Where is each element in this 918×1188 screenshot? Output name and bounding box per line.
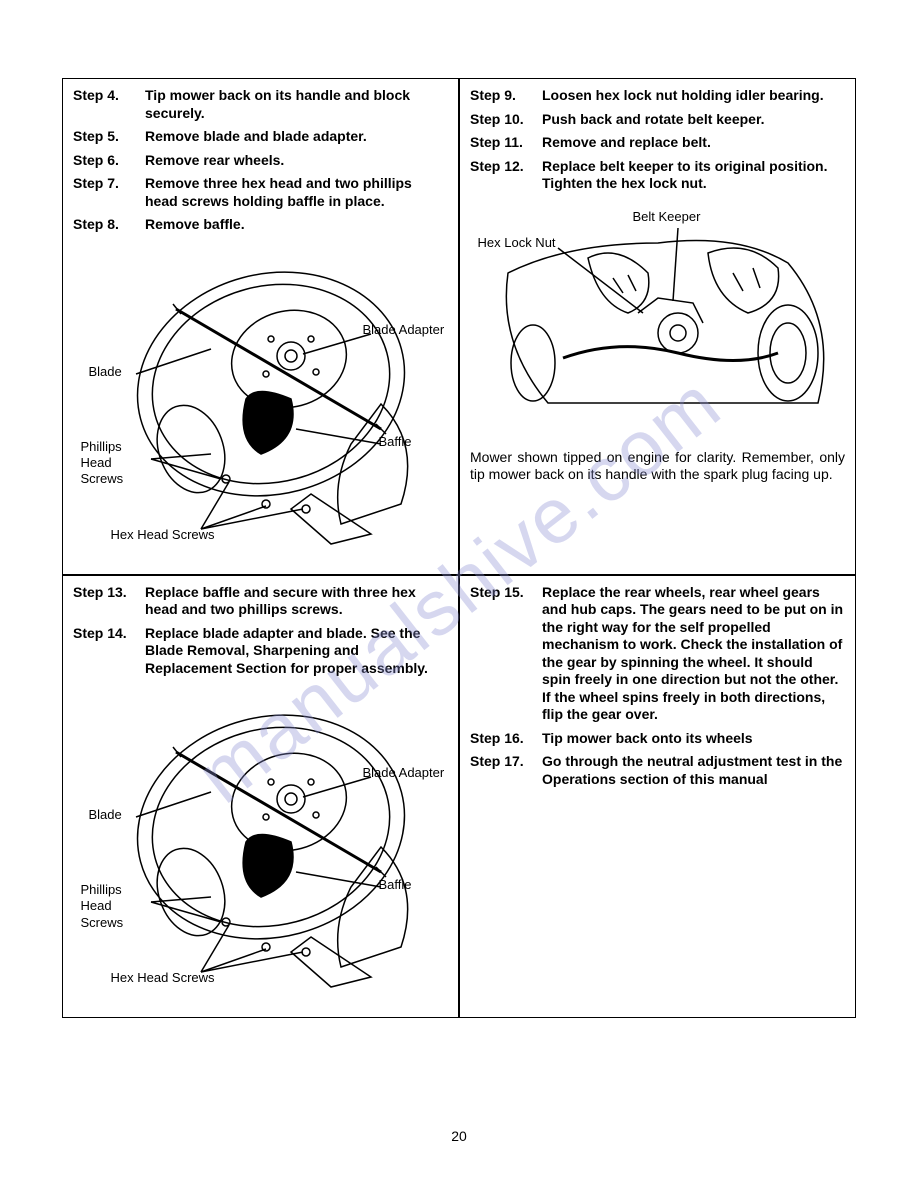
mower-diagram-icon bbox=[81, 244, 441, 564]
step-label: Step 12. bbox=[470, 158, 542, 193]
step-label: Step 5. bbox=[73, 128, 145, 146]
step-row: Step 12. Replace belt keeper to its orig… bbox=[470, 158, 845, 193]
step-row: Step 7. Remove three hex head and two ph… bbox=[73, 175, 448, 210]
figure-label-hex: Hex Head Screws bbox=[111, 527, 215, 543]
figure-label-blade-adapter: Blade Adapter bbox=[363, 765, 445, 781]
cell-top-right: Step 9. Loosen hex lock nut holding idle… bbox=[459, 79, 855, 575]
cell-bottom-left: Step 13. Replace baffle and secure with … bbox=[63, 575, 459, 1018]
step-text: Push back and rotate belt keeper. bbox=[542, 111, 845, 129]
step-label: Step 9. bbox=[470, 87, 542, 105]
figure-label-phillips: Phillips Head Screws bbox=[81, 439, 124, 488]
figure-label-baffle: Baffle bbox=[379, 877, 412, 893]
step-label: Step 13. bbox=[73, 584, 145, 619]
step-text: Tip mower back on its handle and block s… bbox=[145, 87, 448, 122]
cell-bottom-right: Step 15. Replace the rear wheels, rear w… bbox=[459, 575, 855, 1018]
figure-label-hex-lock-nut: Hex Lock Nut bbox=[478, 235, 556, 251]
step-row: Step 9. Loosen hex lock nut holding idle… bbox=[470, 87, 845, 105]
figure-label-hex: Hex Head Screws bbox=[111, 970, 215, 986]
step-text: Remove blade and blade adapter. bbox=[145, 128, 448, 146]
step-text: Loosen hex lock nut holding idler bearin… bbox=[542, 87, 845, 105]
step-row: Step 5. Remove blade and blade adapter. bbox=[73, 128, 448, 146]
step-label: Step 7. bbox=[73, 175, 145, 210]
step-label: Step 8. bbox=[73, 216, 145, 234]
cell-top-left: Step 4. Tip mower back on its handle and… bbox=[63, 79, 459, 575]
step-text: Go through the neutral adjustment test i… bbox=[542, 753, 845, 788]
step-text: Tip mower back onto its wheels bbox=[542, 730, 845, 748]
page-number: 20 bbox=[0, 1128, 918, 1144]
step-label: Step 10. bbox=[470, 111, 542, 129]
step-label: Step 16. bbox=[470, 730, 542, 748]
belt-keeper-figure: Belt Keeper Hex Lock Nut bbox=[478, 203, 838, 443]
step-text: Replace belt keeper to its original posi… bbox=[542, 158, 845, 193]
figure-label-blade-adapter: Blade Adapter bbox=[363, 322, 445, 338]
mower-underside-figure-2: Blade Blade Adapter Baffle Phillips Head… bbox=[81, 687, 441, 1007]
tip-note: Mower shown tipped on engine for clarity… bbox=[470, 449, 845, 484]
mower-underside-figure: Blade Blade Adapter Baffle Phillips Head… bbox=[81, 244, 441, 564]
step-text: Remove baffle. bbox=[145, 216, 448, 234]
mower-diagram-icon bbox=[81, 687, 441, 1007]
step-text: Replace baffle and secure with three hex… bbox=[145, 584, 448, 619]
step-label: Step 17. bbox=[470, 753, 542, 788]
step-row: Step 14. Replace blade adapter and blade… bbox=[73, 625, 448, 678]
step-label: Step 4. bbox=[73, 87, 145, 122]
figure-label-baffle: Baffle bbox=[379, 434, 412, 450]
step-text: Replace the rear wheels, rear wheel gear… bbox=[542, 584, 845, 724]
step-label: Step 6. bbox=[73, 152, 145, 170]
step-label: Step 15. bbox=[470, 584, 542, 724]
step-row: Step 11. Remove and replace belt. bbox=[470, 134, 845, 152]
figure-label-blade: Blade bbox=[89, 364, 122, 380]
instruction-grid: Step 4. Tip mower back on its handle and… bbox=[62, 78, 856, 1018]
step-label: Step 11. bbox=[470, 134, 542, 152]
step-row: Step 15. Replace the rear wheels, rear w… bbox=[470, 584, 845, 724]
step-row: Step 17. Go through the neutral adjustme… bbox=[470, 753, 845, 788]
step-row: Step 16. Tip mower back onto its wheels bbox=[470, 730, 845, 748]
step-label: Step 14. bbox=[73, 625, 145, 678]
step-row: Step 4. Tip mower back on its handle and… bbox=[73, 87, 448, 122]
step-row: Step 8. Remove baffle. bbox=[73, 216, 448, 234]
figure-label-blade: Blade bbox=[89, 807, 122, 823]
step-text: Remove rear wheels. bbox=[145, 152, 448, 170]
step-row: Step 13. Replace baffle and secure with … bbox=[73, 584, 448, 619]
step-row: Step 10. Push back and rotate belt keepe… bbox=[470, 111, 845, 129]
figure-label-belt-keeper: Belt Keeper bbox=[633, 209, 701, 225]
figure-label-phillips: Phillips Head Screws bbox=[81, 882, 124, 931]
step-row: Step 6. Remove rear wheels. bbox=[73, 152, 448, 170]
step-text: Remove three hex head and two phillips h… bbox=[145, 175, 448, 210]
step-text: Replace blade adapter and blade. See the… bbox=[145, 625, 448, 678]
step-text: Remove and replace belt. bbox=[542, 134, 845, 152]
